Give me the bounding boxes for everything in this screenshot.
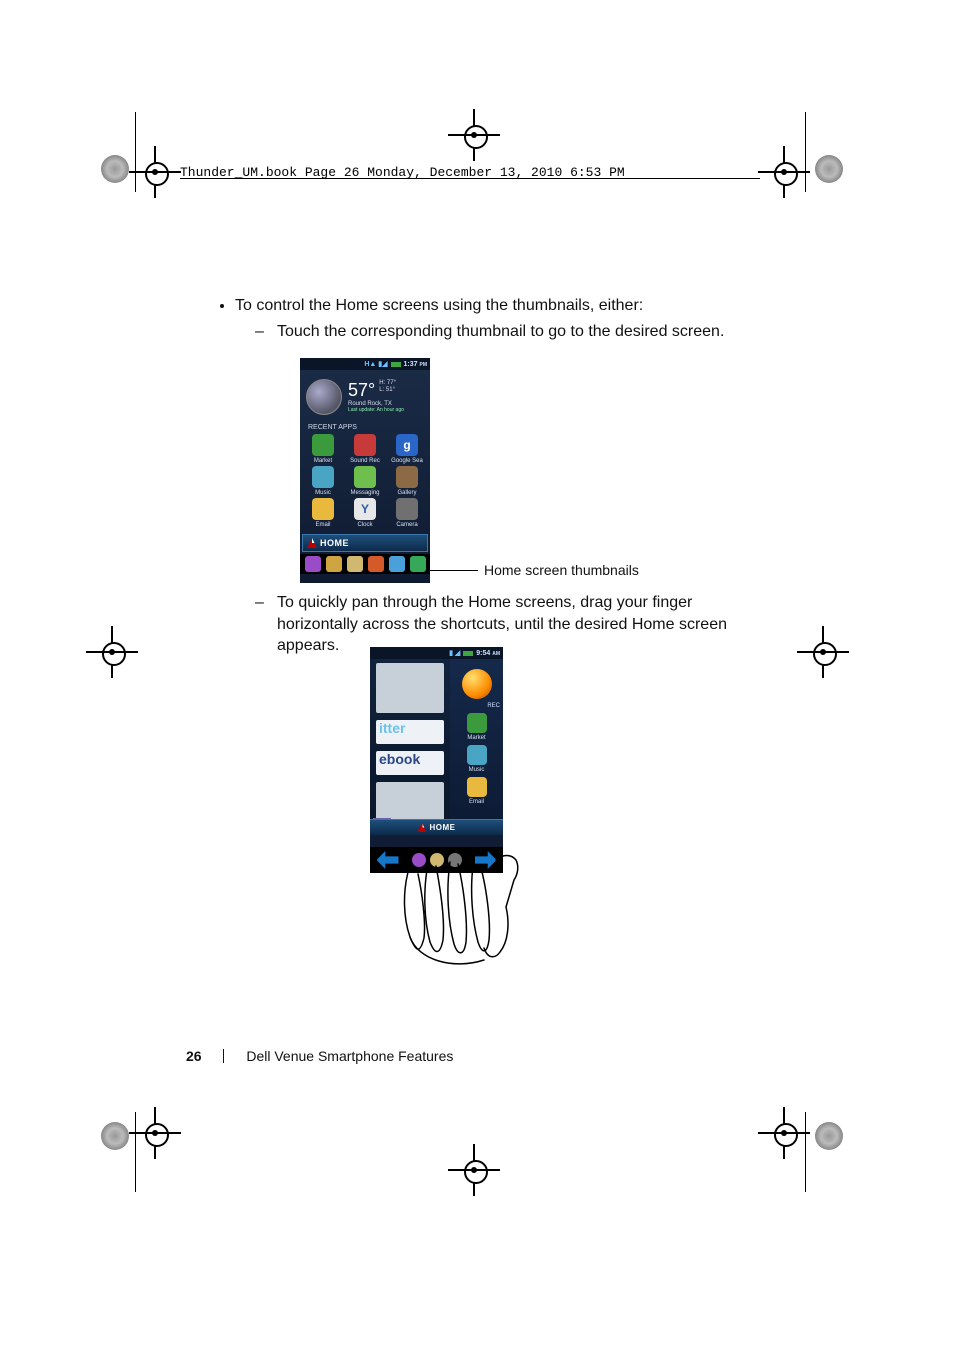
right-home-pane: REC MarketMusicEmail HOME (450, 659, 503, 835)
twitter-tile: itter (376, 720, 444, 744)
thumbnail-icon (410, 556, 426, 572)
apps-grid: MarketSound RecgGoogle Sea MusicMessaging… (300, 432, 430, 532)
recent-label-2: REC (450, 703, 503, 709)
reg-mark-mr (811, 640, 835, 664)
phone-screenshot-2: ▮ ◢ 9:54 AM itter ebook REC Market Music E… (370, 647, 503, 873)
app-icon: Camera (389, 498, 425, 528)
body-dash-2: To quickly pan through the Home screens,… (255, 592, 775, 657)
thumbnail-icon (347, 556, 363, 572)
app-icon: YClock (347, 498, 383, 528)
print-corner-br (815, 1122, 843, 1150)
thumbnail-icon (305, 556, 321, 572)
recent-apps-label: RECENT APPS (300, 423, 430, 432)
weather-hilo: H: 77°L: 51° (379, 380, 396, 394)
thumbnail-nav-row (300, 554, 430, 574)
facebook-tile: ebook (376, 751, 444, 775)
signal-icon-2: ▮ ◢ (449, 649, 460, 657)
callout-text: Home screen thumbnails (484, 562, 639, 578)
app-icon: Messaging (347, 466, 383, 496)
thumbnail-icon (326, 556, 342, 572)
footer-divider (223, 1049, 224, 1063)
footer-section: Dell Venue Smartphone Features (246, 1048, 453, 1064)
app-icon: Gallery (389, 466, 425, 496)
thumbnail-icon (368, 556, 384, 572)
print-corner-tr (815, 155, 843, 183)
app-icon: Market (305, 434, 341, 464)
weather-icon (306, 379, 342, 415)
left-home-pane: itter ebook (370, 659, 451, 835)
body-dash-1: Touch the corresponding thumbnail to go … (255, 321, 775, 343)
app-icon: Sound Rec (347, 434, 383, 464)
swipe-hand-illustration (388, 852, 528, 967)
status-time-2: 9:54 AM (476, 650, 500, 657)
crop-frame-right (805, 112, 806, 192)
reg-mark-bottom (462, 1158, 486, 1182)
crop-frame-left2 (135, 1112, 136, 1192)
reg-mark-ml (100, 640, 124, 664)
weather-widget: 57° H: 77°L: 51° Round Rock, TX Last upd… (300, 370, 430, 423)
reg-mark-tr (772, 160, 796, 184)
battery-icon (391, 362, 401, 367)
crop-frame-right2 (805, 1112, 806, 1192)
reg-mark-top (462, 123, 486, 147)
print-corner-bl (101, 1122, 129, 1150)
app-icon: Music (450, 745, 503, 773)
status-bar: H▲ ▮◢ 1:37 PM (300, 358, 430, 370)
app-icon: Email (305, 498, 341, 528)
home-bar: HOME (302, 534, 428, 552)
weather-sun-icon (462, 669, 492, 699)
app-icon: Email (450, 777, 503, 805)
page-footer: 26 Dell Venue Smartphone Features (186, 1048, 453, 1064)
reg-mark-bl (143, 1121, 167, 1145)
running-header: Thunder_UM.book Page 26 Monday, December… (180, 165, 625, 180)
weather-temp: 57° (348, 380, 375, 401)
callout-line (430, 570, 478, 571)
weather-updated: Last update: An hour ago (348, 407, 404, 413)
thumbnail-icon (389, 556, 405, 572)
status-bar-2: ▮ ◢ 9:54 AM (370, 647, 503, 659)
app-icon: Music (305, 466, 341, 496)
battery-icon-2 (463, 651, 473, 656)
phone-screenshot-1: H▲ ▮◢ 1:37 PM 57° H: 77°L: 51° Round Roc… (300, 358, 430, 583)
body-bullet-1: To control the Home screens using the th… (235, 295, 775, 317)
reg-mark-tl (143, 160, 167, 184)
status-time: 1:37 PM (404, 361, 427, 368)
crop-frame-left (135, 112, 136, 192)
print-corner-tl (101, 155, 129, 183)
signal-icon: H▲ ▮◢ (364, 360, 387, 368)
page-number: 26 (186, 1048, 202, 1064)
app-icon: Market (450, 713, 503, 741)
app-icon: gGoogle Sea (389, 434, 425, 464)
home-bar-2: HOME (370, 819, 503, 835)
reg-mark-br (772, 1121, 796, 1145)
